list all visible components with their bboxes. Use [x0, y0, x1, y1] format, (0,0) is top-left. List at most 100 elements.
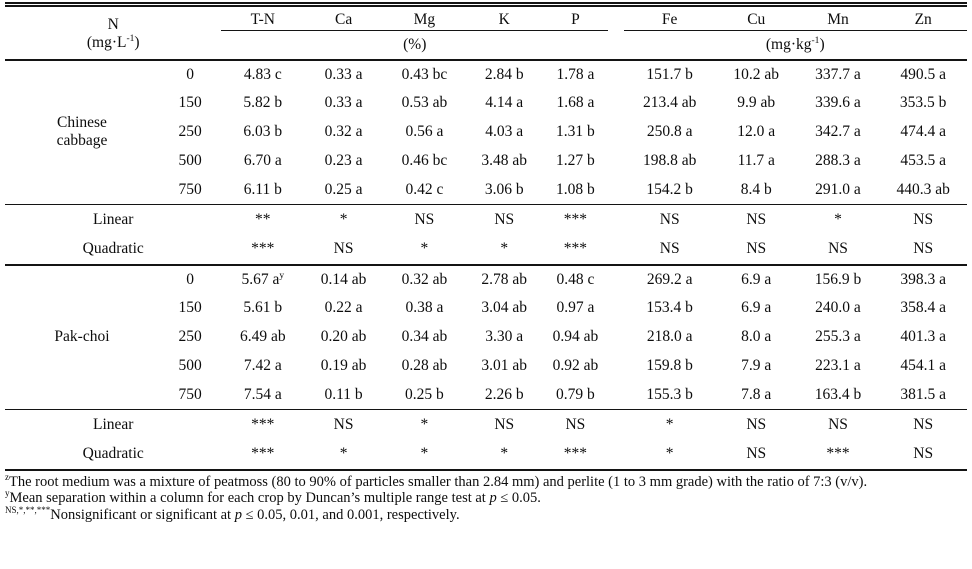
column-gap [608, 294, 623, 323]
footnote-mean-separation: yMean separation within a column for eac… [5, 488, 541, 507]
value-cell: 0.23 a [324, 152, 363, 170]
value-cell: 0.92 ab [552, 357, 599, 375]
pak-choi-data: Pak-choi 0 5.67 ay 0.14 ab 0.32 ab 2.78 … [5, 265, 967, 410]
value-cell: 0.53 ab [401, 94, 448, 112]
value-cell: 155.3 b [646, 385, 693, 403]
significance-row: Linear ** * NS NS *** NS NS * NS [5, 205, 967, 235]
sig-cell: NS [659, 210, 680, 228]
value-cell: 3.01 ab [481, 357, 528, 375]
value-cell: 6.70 a [243, 152, 282, 170]
table-row: 150 5.61 b 0.22 a 0.38 a 3.04 ab 0.97 a … [5, 294, 967, 323]
footnotes: zThe root medium was a mixture of peatmo… [5, 471, 967, 524]
value-cell: 0.11 b [324, 385, 363, 403]
value-cell: 440.3 ab [896, 180, 950, 198]
sig-cell: NS [494, 415, 515, 433]
header-row-units: (%) (mg·kg-1) [5, 31, 967, 60]
table-row: 500 7.42 a 0.19 ab 0.28 ab 3.01 ab 0.92 … [5, 352, 967, 381]
sig-cell: NS [746, 415, 767, 433]
value-cell: 250.8 a [646, 123, 693, 141]
superscript: -1 [811, 35, 820, 46]
column-gap [608, 265, 623, 294]
value-cell: 0.46 bc [401, 152, 448, 170]
value-cell: 6.9 a [741, 270, 772, 288]
sig-cell: *** [251, 415, 275, 433]
value-cell: 288.3 a [815, 152, 861, 170]
value-cell: 3.04 ab [481, 299, 528, 317]
value-cell: 10.2 ab [733, 65, 780, 83]
chinese-cabbage-data: Chinese cabbage 0 4.83 c 0.33 a 0.43 bc … [5, 60, 967, 205]
column-gap [608, 89, 623, 118]
table-row: Pak-choi 0 5.67 ay 0.14 ab 0.32 ab 2.78 … [5, 265, 967, 346]
value-cell: 490.5 a [900, 65, 946, 83]
value-cell: 358.4 a [900, 299, 946, 317]
value-cell: 353.5 b [899, 94, 947, 112]
column-gap [608, 323, 623, 352]
value-cell: 0.43 bc [401, 65, 448, 83]
value-cell: 0.22 a [324, 299, 363, 317]
col-header-cu: Cu [715, 4, 797, 31]
value-cell: 454.1 a [900, 357, 946, 375]
crop-label: Chinese cabbage [56, 114, 108, 150]
sig-cell: * [665, 445, 674, 463]
sig-cell: * [339, 210, 348, 228]
value-cell: 398.3 a [900, 270, 946, 288]
value-cell: 9.9 ab [737, 94, 776, 112]
value-cell: 337.7 a [815, 65, 861, 83]
footnote-root-medium: zThe root medium was a mixture of peatmo… [5, 471, 868, 490]
value-cell: 223.1 a [815, 357, 861, 375]
unit-percent: (%) [403, 35, 427, 53]
value-cell: 8.4 b [740, 180, 772, 198]
sig-cell: NS [913, 240, 934, 258]
column-gap [608, 147, 623, 176]
table-row: 750 6.11 b 0.25 a 0.42 c 3.06 b 1.08 b 1… [5, 176, 967, 205]
value-cell: 3.30 a [485, 328, 524, 346]
value-cell: 2.26 b [484, 385, 524, 403]
sig-cell: NS [746, 240, 767, 258]
sig-cell: NS [414, 210, 435, 228]
value-cell: 269.2 a [646, 270, 693, 288]
col-header-mg: Mg [383, 4, 466, 31]
column-gap [608, 60, 623, 89]
col-header-zn: Zn [879, 4, 967, 31]
value-cell: 1.68 a [556, 94, 595, 112]
value-cell: 0.42 c [405, 180, 444, 198]
n-label: N [107, 16, 119, 34]
value-cell: 6.9 a [741, 299, 772, 317]
footnote-significance: NS,*,**,***Nonsignificant or significant… [5, 505, 460, 524]
column-gap [608, 235, 623, 265]
sig-cell: * [420, 415, 429, 433]
value-cell: 0.25 a [324, 180, 363, 198]
superscript: z [5, 471, 9, 482]
sig-cell: *** [563, 210, 588, 228]
value-cell: 4.14 a [485, 94, 524, 112]
value-cell: 1.08 b [556, 180, 595, 198]
value-cell: 4.03 a [485, 123, 524, 141]
sig-cell: * [420, 445, 429, 463]
value-cell: 0.32 ab [401, 270, 448, 288]
sig-cell: * [500, 445, 509, 463]
value-cell: 291.0 a [815, 180, 861, 198]
significance-label: Quadratic [82, 445, 144, 463]
table-row: 150 5.82 b 0.33 a 0.53 ab 4.14 a 1.68 a … [5, 89, 967, 118]
col-header-p: P [542, 4, 609, 31]
value-cell: 0.34 ab [401, 328, 448, 346]
sig-cell: * [420, 240, 429, 258]
column-gap [608, 5, 623, 31]
n-level-cell: 150 [178, 299, 202, 317]
column-gap [608, 118, 623, 147]
n-level-cell: 500 [178, 152, 202, 170]
sig-cell: ** [255, 210, 271, 228]
sig-cell: NS [565, 415, 586, 433]
value-cell: 0.94 ab [552, 328, 599, 346]
sig-cell: *** [826, 445, 850, 463]
n-level-cell: 750 [178, 385, 202, 403]
value-cell: 0.79 b [556, 385, 595, 403]
sig-cell: NS [494, 210, 515, 228]
value-cell: 198.8 ab [642, 152, 697, 170]
table-header: N (mg·L-1) T-N Ca Mg K P Fe Cu Mn Zn (%)… [5, 4, 967, 61]
n-level-cell: 0 [186, 65, 195, 83]
column-gap [608, 31, 623, 60]
value-cell: 8.0 a [741, 328, 772, 346]
significance-row: Linear *** NS * NS NS * NS NS NS [5, 410, 967, 440]
n-level-cell: 250 [178, 123, 202, 141]
